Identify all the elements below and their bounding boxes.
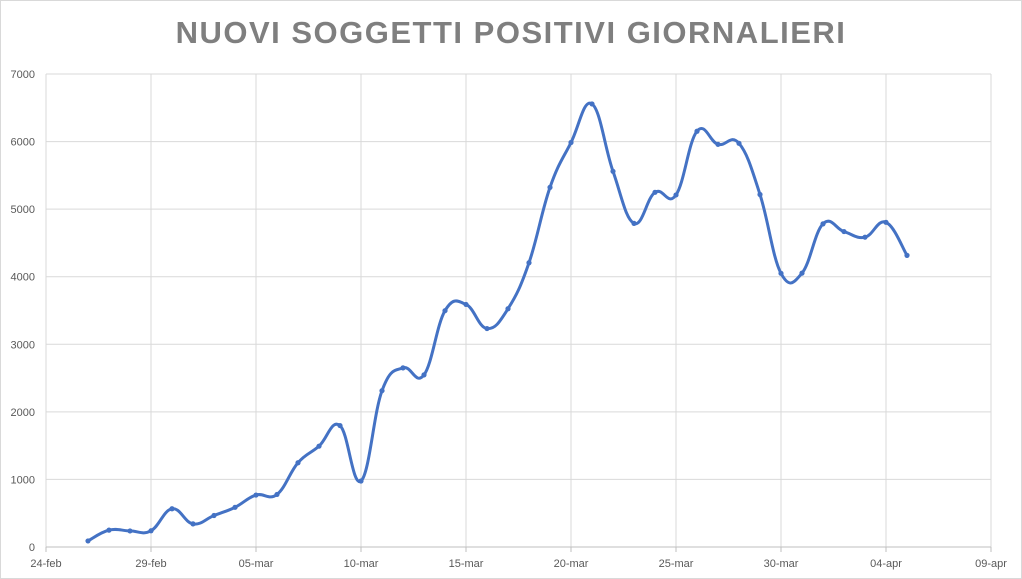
data-point (127, 528, 133, 534)
data-series (85, 101, 910, 544)
data-point (316, 443, 322, 449)
y-tick-label: 7000 (11, 69, 35, 81)
gridlines (45, 73, 992, 547)
x-tick-label: 04-apr (870, 558, 902, 570)
series-line (86, 101, 909, 543)
data-point (337, 422, 343, 429)
data-point (673, 192, 679, 198)
y-tick-label: 3000 (11, 339, 35, 351)
data-point (631, 220, 637, 227)
y-tick-label: 6000 (11, 137, 35, 149)
data-point (526, 260, 532, 266)
data-point (694, 128, 700, 134)
data-point (379, 388, 385, 394)
data-point (715, 141, 721, 147)
data-point (400, 365, 406, 371)
data-point (568, 139, 574, 146)
x-tick-label: 05-mar (239, 558, 274, 570)
y-tick-label: 5000 (11, 204, 35, 216)
data-point (442, 308, 448, 314)
data-point (421, 372, 427, 378)
data-point (736, 140, 742, 146)
x-tick-label: 30-mar (764, 558, 799, 570)
data-point (904, 252, 910, 258)
data-point (463, 301, 469, 308)
data-point (820, 221, 826, 227)
x-tick-label: 29-feb (135, 558, 166, 570)
x-tick-label: 09-apr (975, 558, 1007, 570)
data-point (295, 460, 301, 466)
data-point (589, 101, 595, 107)
y-tick-label: 2000 (11, 407, 35, 419)
data-point (778, 270, 784, 276)
chart-title: NUOVI SOGGETTI POSITIVI GIORNALIERI (175, 15, 847, 50)
y-tick-label: 4000 (11, 272, 35, 284)
data-point (862, 234, 868, 240)
data-point (484, 325, 490, 332)
data-point (274, 491, 280, 498)
data-point (148, 528, 154, 534)
x-tick-label: 24-feb (30, 558, 61, 570)
axes (45, 546, 992, 552)
x-tick-label: 10-mar (344, 558, 379, 570)
data-point (799, 270, 805, 276)
y-tick-label: 0 (29, 542, 35, 554)
data-point (547, 184, 553, 190)
x-tick-label: 15-mar (449, 558, 484, 570)
data-point (652, 189, 658, 195)
data-point (358, 478, 364, 484)
data-point (253, 492, 259, 498)
data-point (211, 512, 217, 519)
data-point (841, 228, 847, 235)
y-tick-label: 1000 (11, 474, 35, 486)
data-point (757, 191, 763, 198)
data-point (106, 527, 112, 533)
x-tick-label: 25-mar (659, 558, 694, 570)
data-point (190, 521, 196, 527)
x-tick-label: 20-mar (554, 558, 589, 570)
data-point (610, 168, 616, 174)
data-point (85, 538, 91, 544)
tick-labels: 0 1000 2000 3000 4000 5000 6000 7000 24-feb 29-fe… (11, 69, 1008, 570)
data-point (169, 506, 175, 512)
data-point (232, 504, 238, 510)
data-point (883, 219, 889, 225)
data-point (505, 306, 511, 312)
